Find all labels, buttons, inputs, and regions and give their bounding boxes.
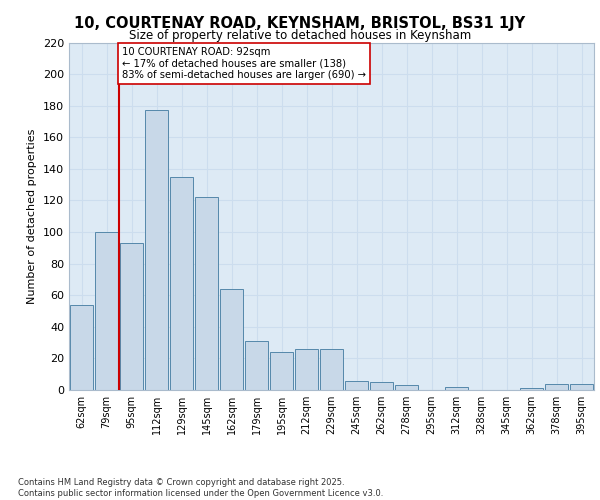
Bar	[345, 380, 368, 390]
Bar	[220, 289, 243, 390]
Bar	[445, 387, 468, 390]
Text: Size of property relative to detached houses in Keynsham: Size of property relative to detached ho…	[129, 29, 471, 42]
Bar	[245, 341, 268, 390]
Bar	[70, 304, 93, 390]
Bar	[370, 382, 393, 390]
Bar	[395, 386, 418, 390]
Text: 10 COURTENAY ROAD: 92sqm
← 17% of detached houses are smaller (138)
83% of semi-: 10 COURTENAY ROAD: 92sqm ← 17% of detach…	[121, 47, 365, 80]
Bar	[545, 384, 568, 390]
Bar	[295, 349, 318, 390]
Text: Contains HM Land Registry data © Crown copyright and database right 2025.
Contai: Contains HM Land Registry data © Crown c…	[18, 478, 383, 498]
Text: 10, COURTENAY ROAD, KEYNSHAM, BRISTOL, BS31 1JY: 10, COURTENAY ROAD, KEYNSHAM, BRISTOL, B…	[74, 16, 526, 31]
Bar	[570, 384, 593, 390]
Bar	[170, 177, 193, 390]
Bar	[95, 232, 118, 390]
Bar	[145, 110, 168, 390]
Bar	[270, 352, 293, 390]
Y-axis label: Number of detached properties: Number of detached properties	[28, 128, 37, 304]
Bar	[195, 198, 218, 390]
Bar	[320, 349, 343, 390]
Bar	[520, 388, 543, 390]
Bar	[120, 243, 143, 390]
